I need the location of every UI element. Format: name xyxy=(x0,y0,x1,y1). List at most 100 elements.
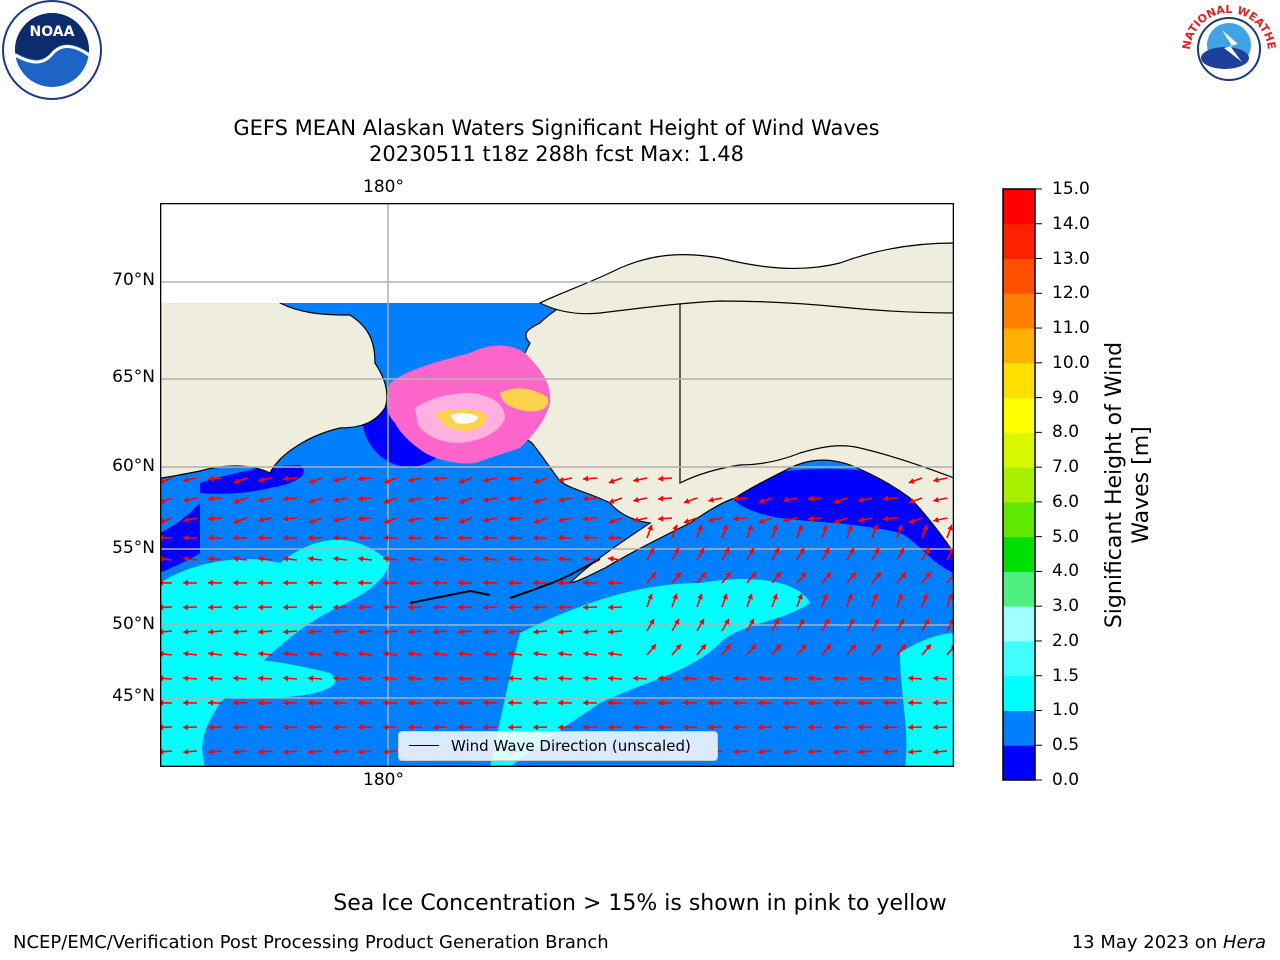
wind-wave-arrowhead xyxy=(583,650,589,657)
wind-wave-arrowhead xyxy=(808,699,814,706)
wind-wave-arrowhead xyxy=(408,699,414,706)
wind-wave-arrowhead xyxy=(658,699,664,706)
wind-wave-arrowhead xyxy=(358,604,364,611)
wind-wave-arrowhead xyxy=(208,748,214,755)
wind-wave-arrowhead xyxy=(833,724,839,731)
wind-wave-arrowhead xyxy=(283,699,289,706)
wind-wave-arrowhead xyxy=(508,699,514,706)
wind-wave-arrowhead xyxy=(698,547,705,554)
legend-line-sample xyxy=(409,745,439,746)
wind-wave-arrowhead xyxy=(925,572,931,578)
wind-wave-arrowhead xyxy=(947,524,953,531)
wind-wave-arrow xyxy=(946,573,954,584)
wind-wave-arrowhead xyxy=(725,572,731,578)
wind-wave-arrowhead xyxy=(508,495,514,502)
wind-wave-arrowhead xyxy=(183,748,189,755)
wind-wave-arrowhead xyxy=(658,675,664,682)
wind-wave-arrowhead xyxy=(648,618,655,625)
wind-wave-arrowhead xyxy=(433,555,439,562)
wind-wave-arrowhead xyxy=(583,515,589,522)
wind-wave-arrowhead xyxy=(933,724,939,731)
wind-wave-arrowhead xyxy=(873,618,880,625)
wind-wave-arrowhead xyxy=(558,724,564,731)
colorbar-band xyxy=(1003,223,1035,260)
wind-wave-arrowhead xyxy=(783,516,789,523)
colorbar-tick-label: 15.0 xyxy=(1052,179,1090,199)
wind-wave-arrowhead xyxy=(908,699,914,706)
wind-wave-arrowhead xyxy=(747,524,753,531)
lat-label-50: 50°N xyxy=(112,614,155,634)
wind-wave-arrowhead xyxy=(308,628,314,635)
wind-wave-arrowhead xyxy=(208,604,214,611)
wind-wave-arrowhead xyxy=(558,579,564,586)
wind-wave-arrowhead xyxy=(233,604,239,611)
wind-wave-arrowhead xyxy=(758,724,764,731)
wind-wave-arrowhead xyxy=(658,475,664,482)
wind-wave-arrowhead xyxy=(733,675,739,682)
wind-wave-arrowhead xyxy=(708,496,714,503)
map-legend: Wind Wave Direction (unscaled) xyxy=(398,731,718,761)
wind-wave-arrowhead xyxy=(433,675,439,682)
wind-wave-arrowhead xyxy=(408,555,414,562)
ocean-cyan-southcentral xyxy=(490,579,810,767)
wind-wave-arrowhead xyxy=(208,699,214,706)
colorbar xyxy=(1002,188,1042,781)
wind-wave-arrowhead xyxy=(533,579,539,586)
wind-wave-arrowhead xyxy=(308,555,314,562)
wind-wave-arrowhead xyxy=(358,650,364,657)
wind-wave-arrowhead xyxy=(558,555,564,562)
wind-wave-arrowhead xyxy=(358,724,364,731)
wind-wave-arrowhead xyxy=(483,650,489,657)
wind-wave-arrowhead xyxy=(308,534,314,541)
wind-wave-arrowhead xyxy=(183,496,189,503)
lat-label-65: 65°N xyxy=(112,367,155,387)
wind-wave-arrowhead xyxy=(383,518,390,524)
wind-wave-arrowhead xyxy=(897,524,903,531)
wind-wave-arrowhead xyxy=(483,534,489,541)
colorbar-tick-label: 13.0 xyxy=(1052,248,1090,269)
wind-wave-arrowhead xyxy=(858,699,864,706)
wind-wave-arrowhead xyxy=(858,748,864,755)
colorbar-band xyxy=(1003,432,1035,468)
wind-wave-arrowhead xyxy=(897,593,903,600)
wind-wave-arrowhead xyxy=(433,579,439,586)
wind-wave-arrowhead xyxy=(722,524,728,531)
wind-wave-arrowhead xyxy=(233,724,239,731)
wind-wave-arrowhead xyxy=(333,555,339,562)
wind-wave-arrowhead xyxy=(933,516,939,523)
wind-wave-arrowhead xyxy=(483,516,489,523)
wind-wave-arrowhead xyxy=(358,515,364,522)
wind-wave-arrowhead xyxy=(933,699,939,706)
wind-wave-arrowhead xyxy=(733,699,739,706)
wind-wave-arrowhead xyxy=(583,555,589,562)
wind-wave-arrowhead xyxy=(533,478,540,484)
land-aleutian-west xyxy=(409,589,491,604)
wind-wave-arrowhead xyxy=(283,628,289,635)
wind-wave-arrowhead xyxy=(708,516,714,523)
wind-wave-arrowhead xyxy=(683,498,690,504)
wind-wave-arrowhead xyxy=(683,518,690,524)
wind-wave-arrowhead xyxy=(900,644,906,650)
wind-wave-arrowhead xyxy=(858,496,864,503)
wind-wave-arrowhead xyxy=(797,524,803,531)
wind-wave-arrowhead xyxy=(872,593,878,600)
wind-wave-arrowhead xyxy=(733,515,739,522)
wind-wave-arrowhead xyxy=(883,495,889,502)
wind-wave-arrowhead xyxy=(608,650,614,657)
wind-wave-arrowhead xyxy=(233,748,239,755)
colorbar-band xyxy=(1003,640,1035,677)
wind-wave-arrowhead xyxy=(283,650,289,657)
wind-wave-arrowhead xyxy=(308,650,314,657)
wind-wave-arrowhead xyxy=(583,579,589,586)
wind-wave-arrowhead xyxy=(933,675,939,682)
wind-wave-arrowhead xyxy=(258,650,264,657)
wind-wave-arrowhead xyxy=(233,518,240,524)
lon-label-top: 180° xyxy=(363,177,404,197)
wind-wave-arrowhead xyxy=(783,724,789,731)
colorbar-band xyxy=(1003,675,1035,711)
ocean-cyan-southeast xyxy=(900,633,954,767)
wind-wave-arrowhead xyxy=(633,699,639,706)
wind-wave-arrowhead xyxy=(883,675,889,682)
wind-wave-arrowhead xyxy=(922,593,928,600)
wind-wave-arrowhead xyxy=(508,555,514,562)
